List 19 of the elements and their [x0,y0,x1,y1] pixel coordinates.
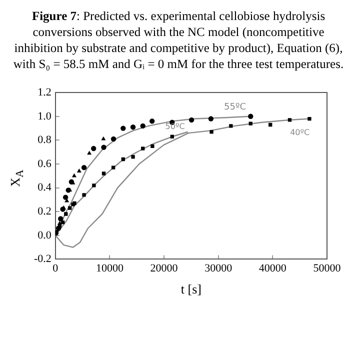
x-axis-title: t [s] [180,282,202,297]
series-label: 50ºC [165,122,186,131]
x-tick-label: 10000 [96,262,124,275]
y-tick-label: 0.8 [38,134,52,146]
series-label: 40ºC [290,128,310,137]
y-tick-label: 0.6 [38,158,52,170]
y-tick-label: -0.2 [34,253,52,266]
x-tick-label: 40000 [258,262,287,275]
x-tick-label: 30000 [204,262,233,275]
y-tick-label: 1.2 [38,86,52,98]
x-tick-label: 20000 [150,262,178,275]
y-tick-label: 1.0 [38,110,52,122]
chart-title: Figure 7: Predicted vs. experimental cellobiose hydrolysis conversions observed with the NC model (noncompetitive inhibition by substrate and competitive by product), Equation (6), with S₀ = 58.5 mM and Gᵢ = 0 mM for the three test temperatures. [12,8,345,72]
y-tick-label: 0.4 [38,182,52,194]
series-label: 55ºC [224,102,246,113]
x-tick-label: 0 [52,262,59,275]
x-tick-label: 50000 [313,262,342,275]
y-tick-label: 0.0 [38,229,52,242]
y-tick-label: 0.2 [38,205,52,218]
